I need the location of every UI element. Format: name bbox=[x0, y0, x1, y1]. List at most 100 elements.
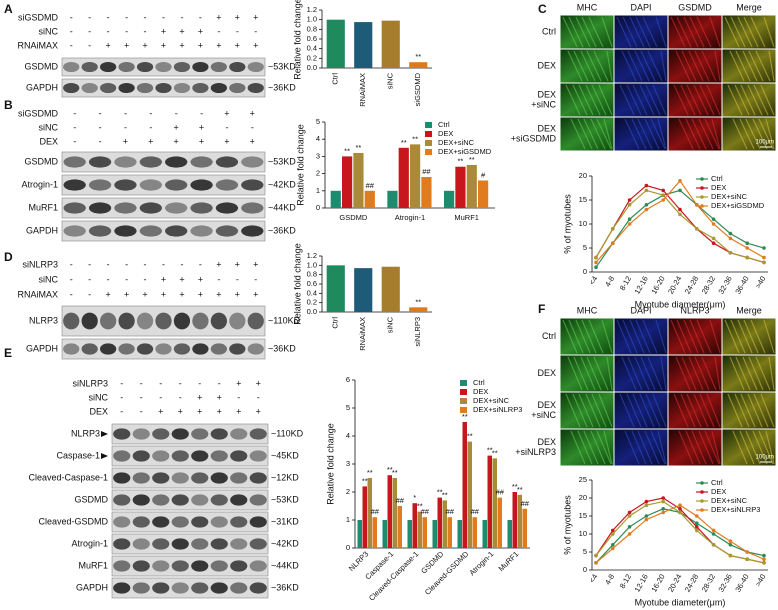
micrograph-texture bbox=[642, 16, 658, 48]
micrograph-texture bbox=[748, 356, 764, 391]
bar bbox=[422, 517, 427, 548]
blot-band bbox=[155, 82, 172, 94]
bar bbox=[497, 497, 502, 548]
micrograph-texture bbox=[748, 50, 764, 82]
micrograph-texture bbox=[634, 356, 650, 391]
y-tick-label: 0 bbox=[316, 203, 320, 212]
y-tick-label: 10 bbox=[579, 219, 587, 228]
micrograph-texture bbox=[704, 430, 720, 465]
legend-label: DEX bbox=[711, 487, 726, 496]
bar bbox=[447, 517, 452, 548]
blot-band bbox=[136, 343, 154, 355]
micrograph-texture bbox=[580, 356, 596, 391]
legend-marker bbox=[700, 499, 704, 503]
row-label: DEX bbox=[537, 368, 556, 378]
y-tick-label: 0.4 bbox=[307, 44, 317, 53]
blot-band bbox=[191, 494, 209, 506]
blot-band bbox=[63, 82, 80, 94]
condition-sign: - bbox=[175, 108, 178, 118]
y-tick-label: 5 bbox=[346, 403, 350, 412]
series-marker bbox=[745, 241, 749, 245]
blot-strip bbox=[61, 197, 266, 219]
series-marker bbox=[695, 528, 699, 533]
significance-label: ** bbox=[356, 143, 362, 152]
bar bbox=[462, 422, 467, 548]
micrograph-texture bbox=[632, 84, 648, 116]
blot-band bbox=[192, 82, 209, 94]
x-tick-label: 4-8 bbox=[603, 274, 616, 288]
y-tick-label: 1.2 bbox=[307, 251, 317, 260]
bar bbox=[466, 165, 477, 208]
legend-swatch bbox=[460, 380, 467, 386]
micrograph-texture bbox=[626, 84, 642, 116]
condition-sign: + bbox=[198, 26, 203, 36]
micrograph-texture bbox=[575, 319, 591, 354]
blot-band bbox=[132, 538, 150, 550]
condition-sign: + bbox=[174, 122, 179, 132]
legend-swatch bbox=[425, 131, 432, 137]
band-size: ~44KD bbox=[271, 560, 299, 570]
micrograph-texture bbox=[711, 430, 721, 465]
micrograph-texture bbox=[639, 393, 655, 428]
micrograph-texture bbox=[691, 430, 707, 465]
condition-sign: - bbox=[124, 108, 127, 118]
bar bbox=[353, 152, 364, 208]
band-size: ~42KD bbox=[271, 538, 299, 548]
x-tick-label: 32-36 bbox=[716, 274, 733, 295]
blot-band bbox=[249, 472, 267, 484]
blot-band bbox=[118, 312, 135, 330]
micrograph-texture bbox=[586, 356, 602, 391]
micrograph-texture bbox=[573, 356, 589, 391]
series-marker bbox=[627, 222, 632, 226]
micrograph-texture bbox=[673, 393, 689, 428]
blot-band bbox=[155, 61, 172, 73]
band-size: ~110KD bbox=[268, 315, 301, 325]
condition-label: siGSDMD bbox=[18, 108, 58, 118]
band-size: ~53KD bbox=[268, 156, 296, 166]
significance-label: ** bbox=[467, 432, 473, 441]
condition-sign: + bbox=[199, 122, 204, 132]
micrograph bbox=[614, 355, 668, 392]
bar bbox=[364, 190, 375, 208]
band-size: ~45KD bbox=[271, 450, 299, 460]
blot-band bbox=[132, 472, 150, 484]
micrograph-texture bbox=[573, 50, 589, 82]
micrograph-texture bbox=[568, 319, 584, 354]
blot-band bbox=[210, 472, 228, 484]
condition-label: siNC bbox=[39, 274, 59, 284]
bar bbox=[387, 190, 398, 208]
micrograph-texture bbox=[606, 50, 613, 82]
significance-label: ** bbox=[442, 490, 448, 499]
series-marker bbox=[627, 514, 632, 518]
micrograph bbox=[668, 318, 722, 355]
bar bbox=[354, 22, 373, 68]
blot-band bbox=[136, 61, 154, 73]
condition-sign: + bbox=[235, 12, 240, 22]
micrograph-texture bbox=[730, 319, 746, 354]
blot-band bbox=[249, 538, 267, 550]
x-tick-label: <4 bbox=[587, 274, 599, 286]
series-marker bbox=[762, 255, 766, 260]
blot-band bbox=[152, 582, 170, 594]
condition-sign: - bbox=[180, 259, 183, 269]
blot-band bbox=[215, 202, 239, 214]
blot-band bbox=[114, 202, 137, 214]
condition-sign: + bbox=[198, 274, 203, 284]
micrograph-texture bbox=[591, 84, 607, 116]
condition-sign: + bbox=[161, 26, 166, 36]
condition-label: siNC bbox=[39, 122, 59, 132]
series-marker bbox=[594, 255, 598, 260]
significance-label: ** bbox=[415, 52, 421, 61]
condition-sign: - bbox=[159, 378, 162, 388]
y-tick-label: 0.0 bbox=[307, 63, 317, 72]
blot-strip bbox=[61, 57, 266, 77]
series-marker bbox=[728, 553, 733, 558]
condition-sign: + bbox=[158, 406, 163, 416]
micrograph-texture bbox=[753, 84, 769, 116]
condition-sign: - bbox=[140, 378, 143, 388]
blot-strip bbox=[111, 423, 269, 445]
micrograph-texture bbox=[732, 118, 748, 150]
micrograph-texture bbox=[635, 16, 651, 48]
condition-sign: + bbox=[106, 40, 111, 50]
y-tick-label: 1.2 bbox=[307, 5, 317, 14]
